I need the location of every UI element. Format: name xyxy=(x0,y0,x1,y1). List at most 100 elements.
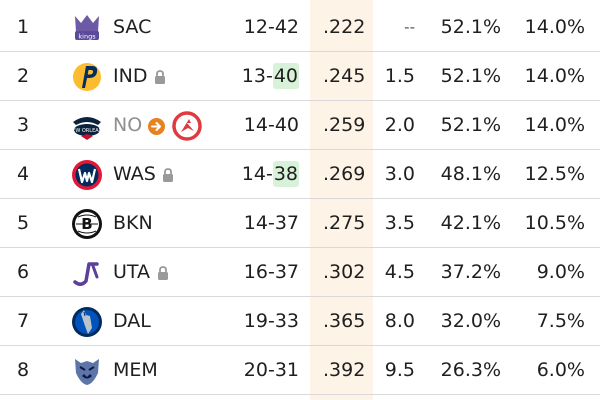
win-pct: .222 xyxy=(323,16,366,38)
record-losses: 33 xyxy=(274,310,299,332)
record-wins: 19 xyxy=(243,310,268,332)
team-abbr: UTA xyxy=(113,261,151,283)
record-separator: - xyxy=(267,212,275,234)
record: 13-40 xyxy=(242,52,299,101)
svg-text:B: B xyxy=(81,215,92,233)
record-wins: 14 xyxy=(243,212,268,234)
top4-odds: 52.1% xyxy=(440,16,501,38)
table-row[interactable]: 7 DAL 19-33 .365 8.0 32.0% 7.5% xyxy=(0,297,600,346)
rank: 2 xyxy=(17,65,30,87)
record-separator: - xyxy=(267,359,275,381)
brooklyn-nets-logo-icon: B xyxy=(72,209,102,239)
record-separator: - xyxy=(267,310,275,332)
record: 14-38 xyxy=(242,150,299,199)
table-row[interactable]: 5 B BKN 14-37 .275 3.5 42.1% 10.5% xyxy=(0,199,600,248)
rank: 3 xyxy=(17,114,30,136)
top4-odds: 26.3% xyxy=(440,359,501,381)
table-row[interactable]: 8 MEM 20-31 .392 9.5 26.3% 6.0% xyxy=(0,346,600,395)
record-wins: 14 xyxy=(243,114,268,136)
first-pick-odds: 14.0% xyxy=(524,114,585,136)
team-abbr: MEM xyxy=(113,359,158,381)
games-back: 4.5 xyxy=(384,261,415,283)
win-pct: .269 xyxy=(323,163,366,185)
table-row[interactable]: 3 NEW ORLEANS NO 14-40 .259 2.0 52.1% 14… xyxy=(0,101,600,150)
first-pick-odds: 14.0% xyxy=(524,16,585,38)
sacramento-kings-logo-icon: kings xyxy=(75,15,99,41)
table-row[interactable]: 6 UTA 16-37 .302 4.5 37.2% 9.0% xyxy=(0,248,600,297)
top4-odds: 52.1% xyxy=(440,114,501,136)
memphis-grizzlies-logo-icon xyxy=(75,359,99,385)
svg-text:NEW ORLEANS: NEW ORLEANS xyxy=(71,128,103,134)
atlanta-hawks-logo-icon[interactable] xyxy=(172,111,202,141)
arrow-right-icon xyxy=(148,118,165,135)
top4-odds: 32.0% xyxy=(440,310,501,332)
utah-jazz-logo-icon xyxy=(73,262,99,286)
games-back: 3.0 xyxy=(384,163,415,185)
win-pct: .365 xyxy=(323,310,366,332)
record-losses-highlight: 40 xyxy=(272,63,299,89)
games-back: -- xyxy=(404,18,415,36)
win-pct: .302 xyxy=(323,261,366,283)
lock-icon xyxy=(155,70,165,84)
team-abbr: BKN xyxy=(113,212,153,234)
record: 14-40 xyxy=(244,101,299,150)
record-wins: 20 xyxy=(243,359,268,381)
new-orleans-pelicans-logo-icon: NEW ORLEANS xyxy=(71,117,103,140)
record-separator: - xyxy=(267,16,275,38)
top4-odds: 37.2% xyxy=(440,261,501,283)
record: 20-31 xyxy=(244,346,299,395)
team-abbr: SAC xyxy=(113,16,152,38)
first-pick-odds: 12.5% xyxy=(524,163,585,185)
games-back: 9.5 xyxy=(384,359,415,381)
first-pick-odds: 10.5% xyxy=(524,212,585,234)
win-pct: .245 xyxy=(323,65,366,87)
record-losses: 40 xyxy=(274,114,299,136)
record: 19-33 xyxy=(244,297,299,346)
team-abbr: NO xyxy=(113,114,143,136)
win-pct: .275 xyxy=(323,212,366,234)
lock-icon xyxy=(158,266,168,280)
record: 14-37 xyxy=(244,199,299,248)
record-wins: 13 xyxy=(241,65,266,87)
record-separator: - xyxy=(267,114,275,136)
record: 12-42 xyxy=(244,3,299,52)
top4-odds: 52.1% xyxy=(440,65,501,87)
record-separator: - xyxy=(267,261,275,283)
top4-odds: 48.1% xyxy=(440,163,501,185)
first-pick-odds: 14.0% xyxy=(524,65,585,87)
record-losses: 31 xyxy=(274,359,299,381)
table-row[interactable]: 1 kings SAC 12-42 .222 -- 52.1% 14.0% xyxy=(0,3,600,52)
first-pick-odds: 6.0% xyxy=(536,359,585,381)
rank: 1 xyxy=(17,16,30,38)
record-wins: 16 xyxy=(243,261,268,283)
indiana-pacers-logo-icon xyxy=(73,63,101,91)
top4-odds: 42.1% xyxy=(440,212,501,234)
record-losses-highlight: 38 xyxy=(272,161,299,187)
rank: 4 xyxy=(17,163,30,185)
table-row[interactable]: 2 IND 13-40 .245 1.5 52.1% 14.0% xyxy=(0,52,600,101)
games-back: 8.0 xyxy=(384,310,415,332)
record-wins: 12 xyxy=(243,16,268,38)
rank: 7 xyxy=(17,310,30,332)
washington-wizards-logo-icon xyxy=(72,160,102,190)
games-back: 3.5 xyxy=(384,212,415,234)
team-abbr: DAL xyxy=(113,310,151,332)
record-losses: 37 xyxy=(274,212,299,234)
first-pick-odds: 7.5% xyxy=(536,310,585,332)
games-back: 1.5 xyxy=(384,65,415,87)
table-row[interactable]: 4 WAS 14-38 .269 3.0 48.1% 12.5% xyxy=(0,150,600,199)
lock-icon xyxy=(163,168,173,182)
record-losses: 42 xyxy=(274,16,299,38)
dallas-mavericks-logo-icon xyxy=(72,307,102,337)
win-pct: .392 xyxy=(323,359,366,381)
record-separator: - xyxy=(265,163,273,185)
svg-text:kings: kings xyxy=(78,33,96,41)
team-abbr: WAS xyxy=(113,163,156,185)
rank: 5 xyxy=(17,212,30,234)
team-abbr: IND xyxy=(113,65,148,87)
record-wins: 14 xyxy=(241,163,266,185)
games-back: 2.0 xyxy=(384,114,415,136)
first-pick-odds: 9.0% xyxy=(536,261,585,283)
win-pct-column-highlight xyxy=(310,0,373,400)
